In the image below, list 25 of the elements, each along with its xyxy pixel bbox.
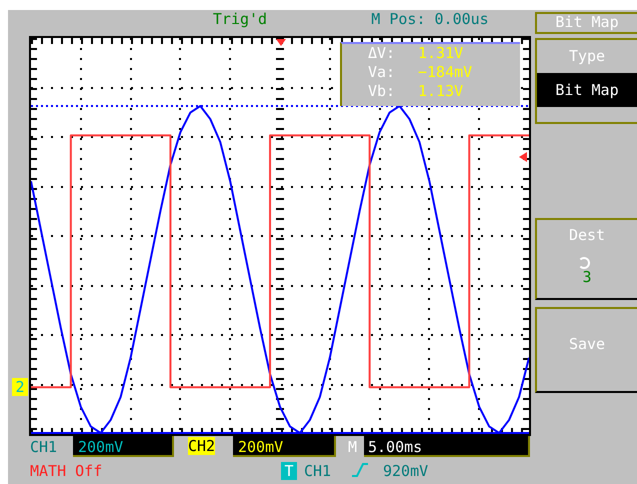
text: Save (568, 335, 606, 353)
text: M Pos: 0.00us (370, 10, 490, 28)
text: 5.00ms (368, 438, 422, 456)
text: Dest (568, 226, 606, 244)
text: Trig'd (212, 10, 268, 28)
text: 200mV (238, 438, 284, 456)
text: 1.13V (418, 82, 464, 100)
text: CH1 (304, 462, 332, 480)
text: 920mV (383, 462, 428, 480)
text: 2 (12, 378, 28, 396)
text: 3 (581, 268, 593, 286)
text: CH2 (188, 437, 216, 455)
text: Va: (368, 63, 396, 81)
text: Type (568, 47, 606, 65)
text: Vb: (368, 82, 396, 100)
text: T (281, 462, 297, 480)
text: 1.31V (418, 44, 464, 62)
text: MATH Off (30, 462, 102, 480)
text: ΔV: (368, 44, 396, 62)
text: M (348, 438, 358, 456)
text: −184mV (418, 63, 472, 81)
text: CH1 (30, 438, 58, 456)
text: Bit Map (554, 81, 620, 99)
text: Bit Map (537, 13, 637, 31)
text: 200mV (78, 438, 124, 456)
